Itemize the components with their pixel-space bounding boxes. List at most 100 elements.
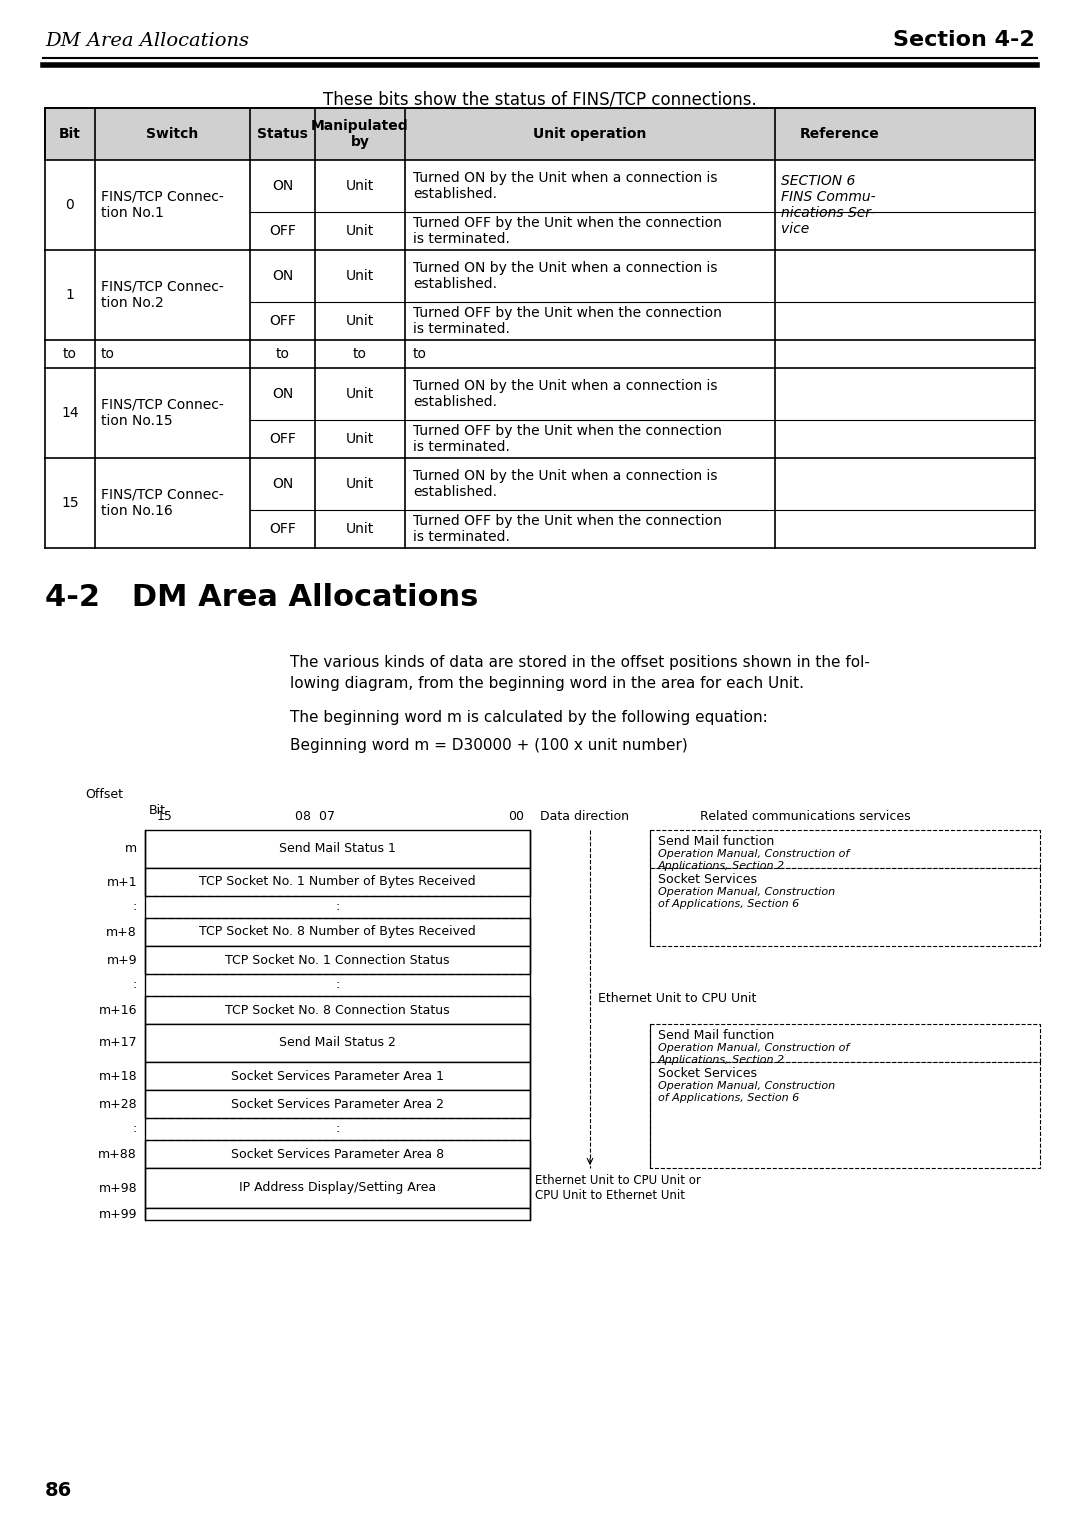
Text: FINS/TCP Connec-
tion No.2: FINS/TCP Connec- tion No.2 [102,280,224,310]
Text: Ethernet Unit to CPU Unit: Ethernet Unit to CPU Unit [598,993,756,1005]
Text: to: to [353,347,367,361]
Text: to: to [275,347,289,361]
Text: m+88: m+88 [98,1148,137,1160]
Text: TCP Socket No. 1 Number of Bytes Received: TCP Socket No. 1 Number of Bytes Receive… [199,876,476,888]
Text: Turned ON by the Unit when a connection is
established.: Turned ON by the Unit when a connection … [413,261,717,292]
Bar [145,1140,530,1167]
Text: Turned OFF by the Unit when the connection
is terminated.: Turned OFF by the Unit when the connecti… [413,306,721,336]
Text: m+8: m+8 [106,926,137,938]
Text: m: m [125,842,137,856]
Text: DM Area Allocations: DM Area Allocations [45,32,249,50]
Text: Manipulated
by: Manipulated by [311,119,409,150]
Text: FINS/TCP Connec-
tion No.15: FINS/TCP Connec- tion No.15 [102,397,224,428]
Text: 15: 15 [62,497,79,510]
Bar [650,868,1040,946]
Text: m+1: m+1 [106,876,137,888]
Text: :: : [336,978,339,992]
Text: Socket Services Parameter Area 8: Socket Services Parameter Area 8 [231,1148,444,1160]
Text: Reference: Reference [800,127,880,141]
Bar [145,946,530,973]
Text: The beginning word m is calculated by the following equation:: The beginning word m is calculated by th… [291,711,768,724]
Text: OFF: OFF [269,432,296,446]
Text: Unit: Unit [346,179,374,193]
Text: FINS/TCP Connec-
tion No.16: FINS/TCP Connec- tion No.16 [102,487,224,518]
Text: Turned OFF by the Unit when the connection
is terminated.: Turned OFF by the Unit when the connecti… [413,423,721,454]
Text: Operation Manual, Construction
of Applications, Section 6: Operation Manual, Construction of Applic… [658,1080,835,1103]
Text: Turned ON by the Unit when a connection is
established.: Turned ON by the Unit when a connection … [413,469,717,500]
Text: Socket Services Parameter Area 1: Socket Services Parameter Area 1 [231,1070,444,1082]
Bar [650,1024,1040,1062]
Bar [145,996,530,1024]
Text: The various kinds of data are stored in the offset positions shown in the fol-
l: The various kinds of data are stored in … [291,656,869,691]
Bar [145,1089,530,1118]
Text: m+16: m+16 [98,1004,137,1016]
Text: Unit: Unit [346,477,374,490]
Text: ON: ON [272,269,293,283]
Text: :: : [133,1123,137,1135]
Text: m+17: m+17 [98,1036,137,1050]
Text: 4-2   DM Area Allocations: 4-2 DM Area Allocations [45,584,478,613]
Text: m+99: m+99 [98,1207,137,1221]
Text: OFF: OFF [269,523,296,536]
Text: Switch: Switch [147,127,199,141]
Text: Send Mail function: Send Mail function [658,834,774,848]
Text: Socket Services Parameter Area 2: Socket Services Parameter Area 2 [231,1097,444,1111]
Text: TCP Socket No. 1 Connection Status: TCP Socket No. 1 Connection Status [226,953,449,967]
Text: Related communications services: Related communications services [700,810,910,822]
Text: Socket Services: Socket Services [658,872,757,886]
Text: m+18: m+18 [98,1070,137,1082]
Text: :: : [336,900,339,914]
Text: Unit: Unit [346,432,374,446]
Bar [650,1062,1040,1167]
Text: Operation Manual, Construction
of Applications, Section 6: Operation Manual, Construction of Applic… [658,886,835,909]
Text: :: : [133,900,137,914]
Bar [145,918,530,946]
Text: 1: 1 [66,287,75,303]
Text: Bit: Bit [149,804,166,817]
Text: FINS/TCP Connec-
tion No.1: FINS/TCP Connec- tion No.1 [102,189,224,220]
Text: 00: 00 [508,810,524,822]
Text: Turned ON by the Unit when a connection is
established.: Turned ON by the Unit when a connection … [413,379,717,410]
Text: 86: 86 [45,1481,72,1500]
Text: Turned OFF by the Unit when the connection
is terminated.: Turned OFF by the Unit when the connecti… [413,513,721,544]
Text: Send Mail Status 2: Send Mail Status 2 [279,1036,396,1050]
Text: Unit: Unit [346,387,374,400]
Text: IP Address Display/Setting Area: IP Address Display/Setting Area [239,1181,436,1195]
Text: Unit: Unit [346,313,374,329]
Text: Bit: Bit [59,127,81,141]
Text: m+9: m+9 [106,953,137,967]
Text: SECTION 6
FINS Commu-
nications Ser-
vice: SECTION 6 FINS Commu- nications Ser- vic… [781,174,876,237]
Text: Section 4-2: Section 4-2 [893,31,1035,50]
Text: Offset: Offset [85,788,123,801]
Text: 08  07: 08 07 [295,810,335,822]
Text: ON: ON [272,387,293,400]
Text: ON: ON [272,179,293,193]
Text: Unit operation: Unit operation [534,127,647,141]
Text: Beginning word m = D30000 + (100 x unit number): Beginning word m = D30000 + (100 x unit … [291,738,688,753]
Text: Unit: Unit [346,523,374,536]
Text: TCP Socket No. 8 Connection Status: TCP Socket No. 8 Connection Status [226,1004,449,1016]
Bar [650,830,1040,868]
Bar [145,868,530,895]
Text: 14: 14 [62,406,79,420]
Text: to: to [413,347,427,361]
Text: 15: 15 [157,810,173,822]
Text: 0: 0 [66,199,75,212]
Text: Unit: Unit [346,225,374,238]
Text: Ethernet Unit to CPU Unit or
CPU Unit to Ethernet Unit: Ethernet Unit to CPU Unit or CPU Unit to… [535,1174,701,1203]
Text: Operation Manual, Construction of
Applications, Section 2: Operation Manual, Construction of Applic… [658,1044,849,1065]
Bar [45,108,1035,160]
Bar [145,1209,530,1219]
Text: Unit: Unit [346,269,374,283]
Text: Status: Status [257,127,308,141]
Text: Send Mail function: Send Mail function [658,1028,774,1042]
Bar [145,1062,530,1089]
Text: Data direction: Data direction [540,810,629,822]
Text: to: to [63,347,77,361]
Text: TCP Socket No. 8 Number of Bytes Received: TCP Socket No. 8 Number of Bytes Receive… [199,926,476,938]
Text: ON: ON [272,477,293,490]
Text: Turned ON by the Unit when a connection is
established.: Turned ON by the Unit when a connection … [413,171,717,202]
Text: Operation Manual, Construction of
Applications, Section 2: Operation Manual, Construction of Applic… [658,850,849,871]
Bar [145,830,530,868]
Text: m+28: m+28 [98,1097,137,1111]
